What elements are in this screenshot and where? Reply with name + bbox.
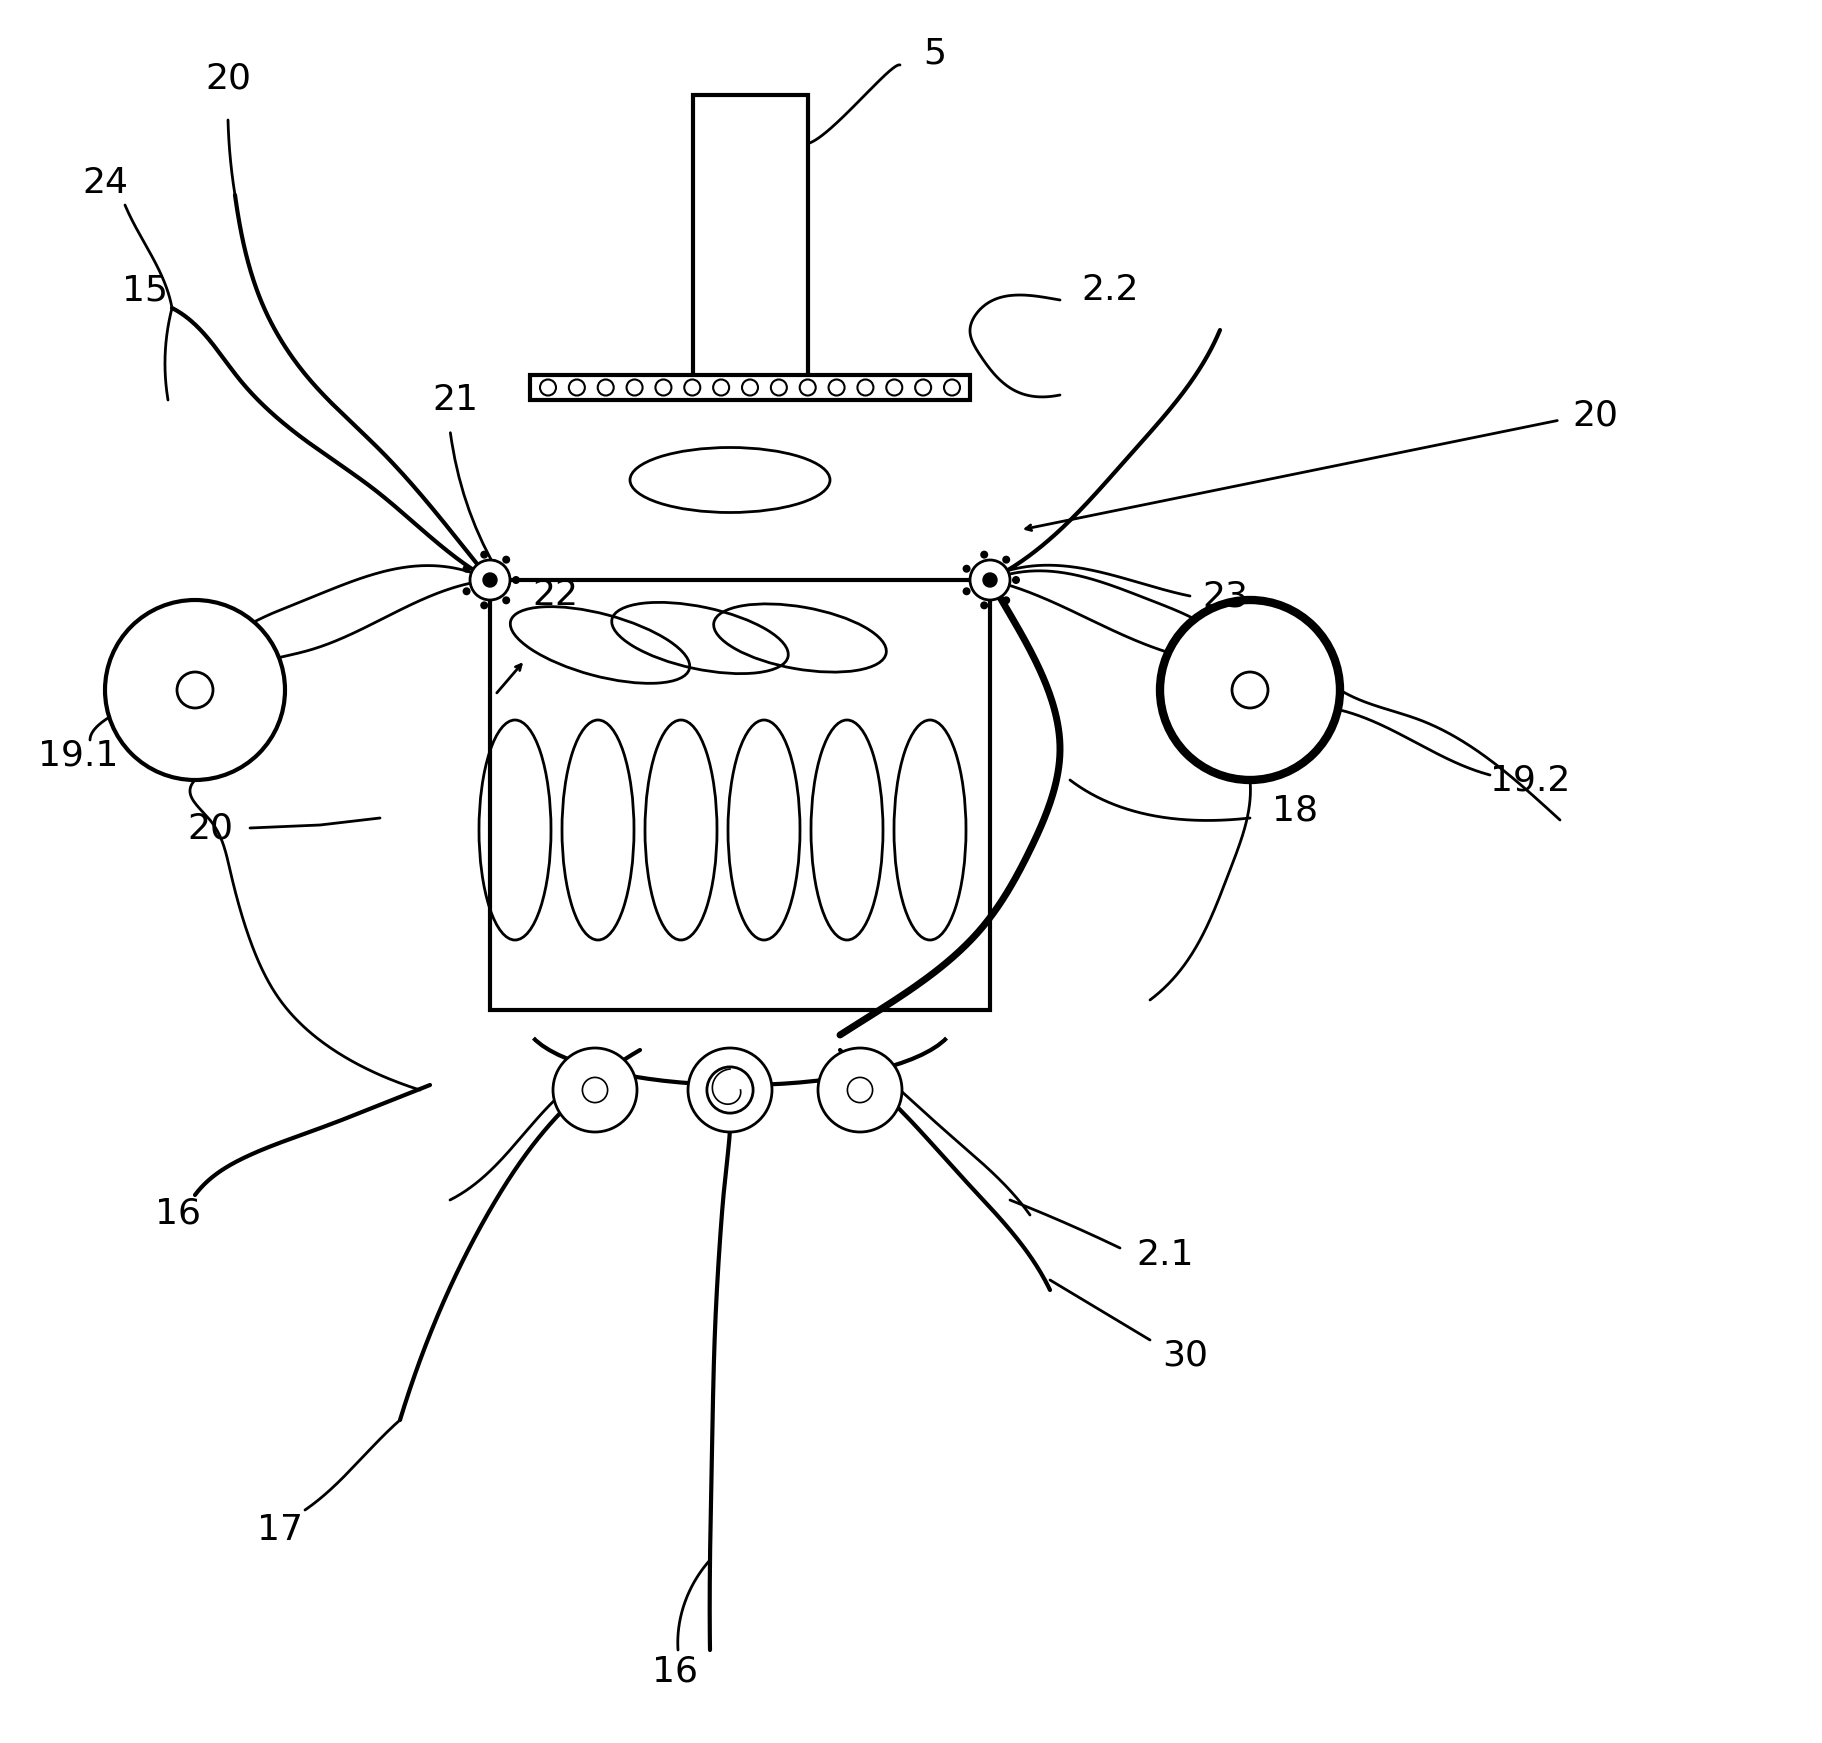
Text: 2.2: 2.2 <box>1080 274 1139 307</box>
Text: 16: 16 <box>652 1656 698 1689</box>
Circle shape <box>512 575 519 584</box>
Text: 22: 22 <box>532 579 578 612</box>
Circle shape <box>818 1048 902 1131</box>
Text: 16: 16 <box>155 1196 200 1231</box>
Circle shape <box>656 380 672 396</box>
Circle shape <box>858 380 873 396</box>
Circle shape <box>800 380 816 396</box>
Circle shape <box>962 565 971 573</box>
Text: 20: 20 <box>206 61 251 96</box>
Circle shape <box>980 551 988 560</box>
Circle shape <box>554 1048 638 1131</box>
Circle shape <box>598 380 614 396</box>
Circle shape <box>685 380 700 396</box>
Text: 24: 24 <box>82 166 128 200</box>
Text: 18: 18 <box>1272 793 1317 826</box>
Circle shape <box>689 1048 773 1131</box>
Text: 20: 20 <box>188 810 233 845</box>
Circle shape <box>969 560 1009 600</box>
Circle shape <box>771 380 787 396</box>
Circle shape <box>503 556 510 563</box>
Circle shape <box>481 551 488 560</box>
Circle shape <box>984 573 997 587</box>
Text: 15: 15 <box>122 274 168 307</box>
Circle shape <box>885 380 902 396</box>
Circle shape <box>483 573 497 587</box>
Circle shape <box>627 380 643 396</box>
Bar <box>692 96 807 396</box>
Bar <box>530 375 969 399</box>
Circle shape <box>1002 596 1009 605</box>
Circle shape <box>944 380 960 396</box>
Circle shape <box>463 587 470 596</box>
Circle shape <box>712 380 729 396</box>
Text: 20: 20 <box>1572 397 1618 432</box>
Circle shape <box>568 380 585 396</box>
Circle shape <box>1161 600 1339 781</box>
Text: 21: 21 <box>432 383 477 417</box>
Text: 19.1: 19.1 <box>38 737 118 772</box>
Text: 17: 17 <box>257 1513 302 1548</box>
Text: 5: 5 <box>924 37 946 70</box>
Circle shape <box>481 601 488 610</box>
Circle shape <box>915 380 931 396</box>
Circle shape <box>1011 575 1020 584</box>
Circle shape <box>106 600 284 781</box>
Text: 23: 23 <box>1203 579 1248 614</box>
Circle shape <box>470 560 510 600</box>
Text: 30: 30 <box>1162 1339 1208 1372</box>
Circle shape <box>539 380 556 396</box>
Circle shape <box>980 601 988 610</box>
Circle shape <box>829 380 845 396</box>
Circle shape <box>742 380 758 396</box>
Text: 2.1: 2.1 <box>1137 1238 1193 1272</box>
Text: 19.2: 19.2 <box>1490 763 1571 797</box>
Bar <box>490 580 989 1009</box>
Circle shape <box>463 565 470 573</box>
Circle shape <box>503 596 510 605</box>
Circle shape <box>962 587 971 596</box>
Circle shape <box>1002 556 1009 563</box>
